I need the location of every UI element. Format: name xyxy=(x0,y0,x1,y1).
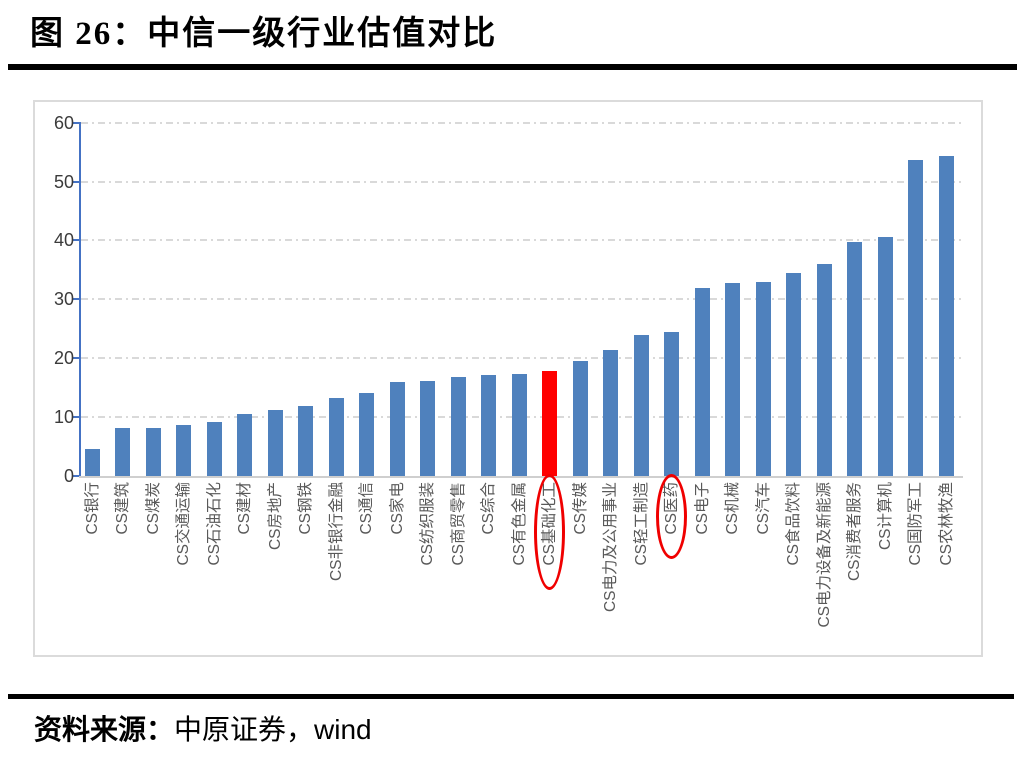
gridline xyxy=(81,181,963,183)
bar xyxy=(84,449,100,476)
x-axis-label: CS农林牧渔 xyxy=(937,482,955,566)
x-axis-label: CS消费者服务 xyxy=(846,482,863,582)
x-axis-label: CS综合 xyxy=(480,482,497,535)
x-axis-label: CS计算机 xyxy=(876,482,894,551)
red-circle-annotation xyxy=(534,474,565,590)
y-axis-tick xyxy=(73,357,80,359)
footer-divider-rule xyxy=(8,694,1014,699)
y-axis-tick xyxy=(73,416,80,418)
x-axis-label: CS有色金属 xyxy=(510,482,528,566)
bar xyxy=(115,428,130,476)
bar-highlighted xyxy=(542,371,557,476)
bar xyxy=(237,414,252,476)
red-circle-annotation xyxy=(656,474,687,559)
bar xyxy=(694,288,710,476)
x-axis-label: CS建筑 xyxy=(114,482,131,535)
bar xyxy=(359,393,374,476)
bar xyxy=(145,428,161,476)
bar xyxy=(420,381,435,476)
x-axis-label: CS食品饮料 xyxy=(785,482,802,566)
figure-title: 图 26：中信一级行业估值对比 xyxy=(30,16,498,52)
bar-chart: 0 10 20 30 40 50 60 CS银行 CS建筑 CS煤炭 CS交通运输 CS石油石化 CS建… xyxy=(33,100,983,657)
bar xyxy=(267,410,283,476)
gridline xyxy=(81,239,963,241)
x-axis-label: CS机械 xyxy=(724,482,741,535)
bar xyxy=(298,406,313,476)
bar xyxy=(633,335,649,476)
y-tick-label: 30 xyxy=(53,289,74,309)
bar xyxy=(786,273,801,476)
title-divider-rule xyxy=(8,64,1017,70)
bar xyxy=(816,264,832,476)
x-axis-label: CS通信 xyxy=(358,482,375,535)
y-axis-tick xyxy=(73,475,80,477)
bar xyxy=(908,160,923,476)
bar xyxy=(481,375,496,476)
bar xyxy=(328,398,344,476)
y-tick-label: 20 xyxy=(53,348,74,368)
x-axis-label: CS房地产 xyxy=(266,482,284,551)
y-tick-label: 40 xyxy=(53,230,74,250)
source-line: 资料来源：中原证券，wind xyxy=(34,708,372,748)
x-axis-label: CS石油石化 xyxy=(205,482,223,566)
x-axis-label: CS商贸零售 xyxy=(449,482,467,566)
x-axis-label: CS电力设备及新能源 xyxy=(815,482,833,628)
x-axis-label: CS银行 xyxy=(83,482,101,535)
bar xyxy=(572,361,588,476)
y-axis-tick xyxy=(73,122,80,124)
gridline xyxy=(81,122,963,124)
x-axis-label: CS钢铁 xyxy=(297,482,314,535)
x-axis-line xyxy=(79,476,963,478)
x-axis-label: CS国防军工 xyxy=(907,482,924,566)
x-axis-label: CS汽车 xyxy=(754,482,772,535)
bar xyxy=(603,350,618,476)
gridline xyxy=(81,357,963,359)
x-axis-label: CS轻工制造 xyxy=(632,482,650,566)
bar xyxy=(206,422,222,476)
gridline xyxy=(81,298,963,300)
bar xyxy=(389,382,405,476)
y-tick-label: 60 xyxy=(53,113,74,133)
bar xyxy=(847,242,862,476)
bar xyxy=(938,156,954,476)
x-axis-label: CS电力及公用事业 xyxy=(602,482,619,613)
bar xyxy=(511,374,527,476)
plot-area: 0 10 20 30 40 50 60 CS银行 CS建筑 CS煤炭 CS交通运输 CS石油石化 CS建… xyxy=(33,100,983,657)
x-axis-label: CS煤炭 xyxy=(144,482,162,535)
x-axis-label: CS家电 xyxy=(388,482,406,535)
bar xyxy=(725,283,740,476)
x-axis-label: CS传媒 xyxy=(571,482,589,535)
source-value: 中原证券，wind xyxy=(174,714,372,745)
y-axis-line xyxy=(79,122,81,478)
x-axis-label: CS交通运输 xyxy=(175,482,192,566)
y-axis-tick xyxy=(73,181,80,183)
y-axis-tick xyxy=(73,239,80,241)
bar xyxy=(176,425,191,476)
y-axis-tick xyxy=(73,298,80,300)
bar xyxy=(755,282,771,476)
y-tick-label: 0 xyxy=(63,466,74,486)
source-label: 资料来源： xyxy=(34,715,175,746)
x-axis-label: CS纺织服装 xyxy=(419,482,436,566)
bar xyxy=(664,332,679,476)
y-tick-label: 10 xyxy=(53,407,74,427)
x-axis-label: CS非银行金融 xyxy=(327,482,345,582)
bar xyxy=(450,377,466,476)
y-tick-label: 50 xyxy=(53,172,74,192)
bar xyxy=(877,237,893,476)
x-axis-label: CS电子 xyxy=(693,482,711,535)
x-axis-label: CS建材 xyxy=(236,482,253,535)
